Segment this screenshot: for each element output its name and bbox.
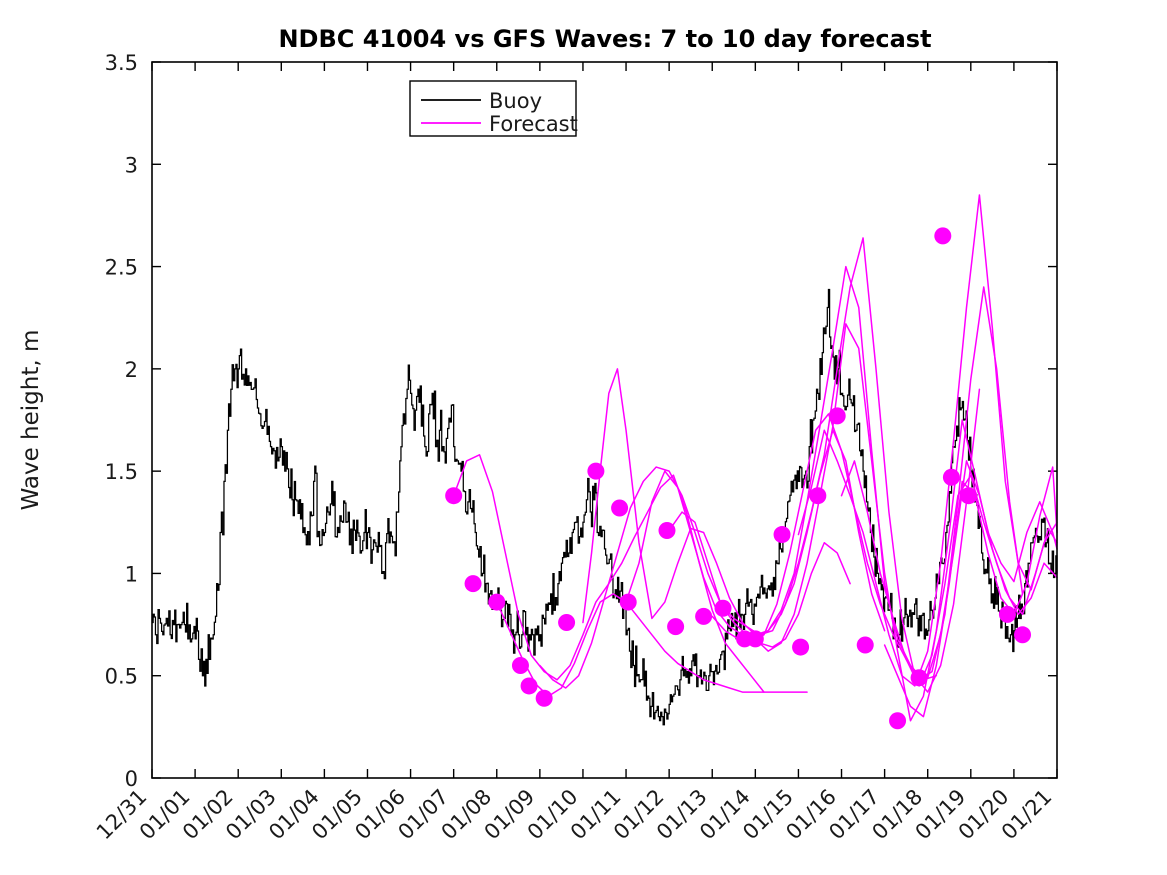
buoy-series-line [152, 288, 1058, 726]
forecast-marker-point [934, 227, 952, 245]
forecast-marker-point [520, 677, 538, 695]
forecast-series-line [539, 466, 851, 689]
forecast-marker-point [746, 630, 764, 648]
forecast-marker-point [889, 712, 907, 730]
forecast-marker-point [488, 593, 506, 611]
forecast-series-line [840, 460, 1058, 687]
forecast-marker-point [587, 462, 605, 480]
forecast-marker-point [792, 638, 810, 656]
forecast-marker-point [658, 521, 676, 539]
y-tick-label: 0 [125, 767, 138, 791]
forecast-marker-point [960, 487, 978, 505]
forecast-marker-point [464, 575, 482, 593]
y-tick-label: 3 [125, 153, 138, 177]
forecast-series-line [625, 265, 938, 681]
chart-title: NDBC 41004 vs GFS Waves: 7 to 10 day for… [278, 25, 931, 53]
y-tick-label: 1 [125, 562, 138, 586]
data-series-layer [152, 194, 1058, 726]
forecast-marker-point [910, 669, 928, 687]
forecast-marker-point [998, 605, 1016, 623]
forecast-marker-point [809, 487, 827, 505]
forecast-marker-point [535, 689, 553, 707]
y-tick-label: 2 [125, 358, 138, 382]
forecast-marker-point [714, 599, 732, 617]
forecast-marker-point [511, 656, 529, 674]
y-tick-label: 3.5 [105, 51, 138, 75]
y-tick-label: 1.5 [105, 460, 138, 484]
forecast-marker-point [445, 487, 463, 505]
forecast-marker-point [695, 607, 713, 625]
legend-label-buoy: Buoy [489, 89, 542, 113]
y-axis-ticks: 0 0.5 1 1.5 2 2.5 3 3.5 [105, 51, 1057, 791]
y-tick-label: 2.5 [105, 256, 138, 280]
forecast-marker-point [667, 618, 685, 636]
forecast-marker-point [942, 468, 960, 486]
forecast-marker-point [828, 407, 846, 425]
forecast-marker-point [1014, 626, 1032, 644]
legend-label-forecast: Forecast [489, 112, 578, 136]
forecast-marker-point [856, 636, 874, 654]
forecast-marker-point [773, 526, 791, 544]
y-tick-label: 0.5 [105, 665, 138, 689]
chart-legend[interactable]: Buoy Forecast [409, 80, 578, 137]
y-axis-title: Wave height, m [18, 330, 44, 511]
forecast-series-line [926, 460, 1058, 679]
forecast-series-line [797, 194, 1058, 687]
forecast-marker-layer [445, 227, 1032, 730]
forecast-marker-point [558, 614, 576, 632]
forecast-series-line [711, 286, 1024, 681]
forecast-series-line [754, 323, 1058, 722]
axes-frame [151, 61, 1058, 779]
forecast-marker-point [611, 499, 629, 517]
legend-background [409, 80, 577, 137]
forecast-marker-point [619, 593, 637, 611]
